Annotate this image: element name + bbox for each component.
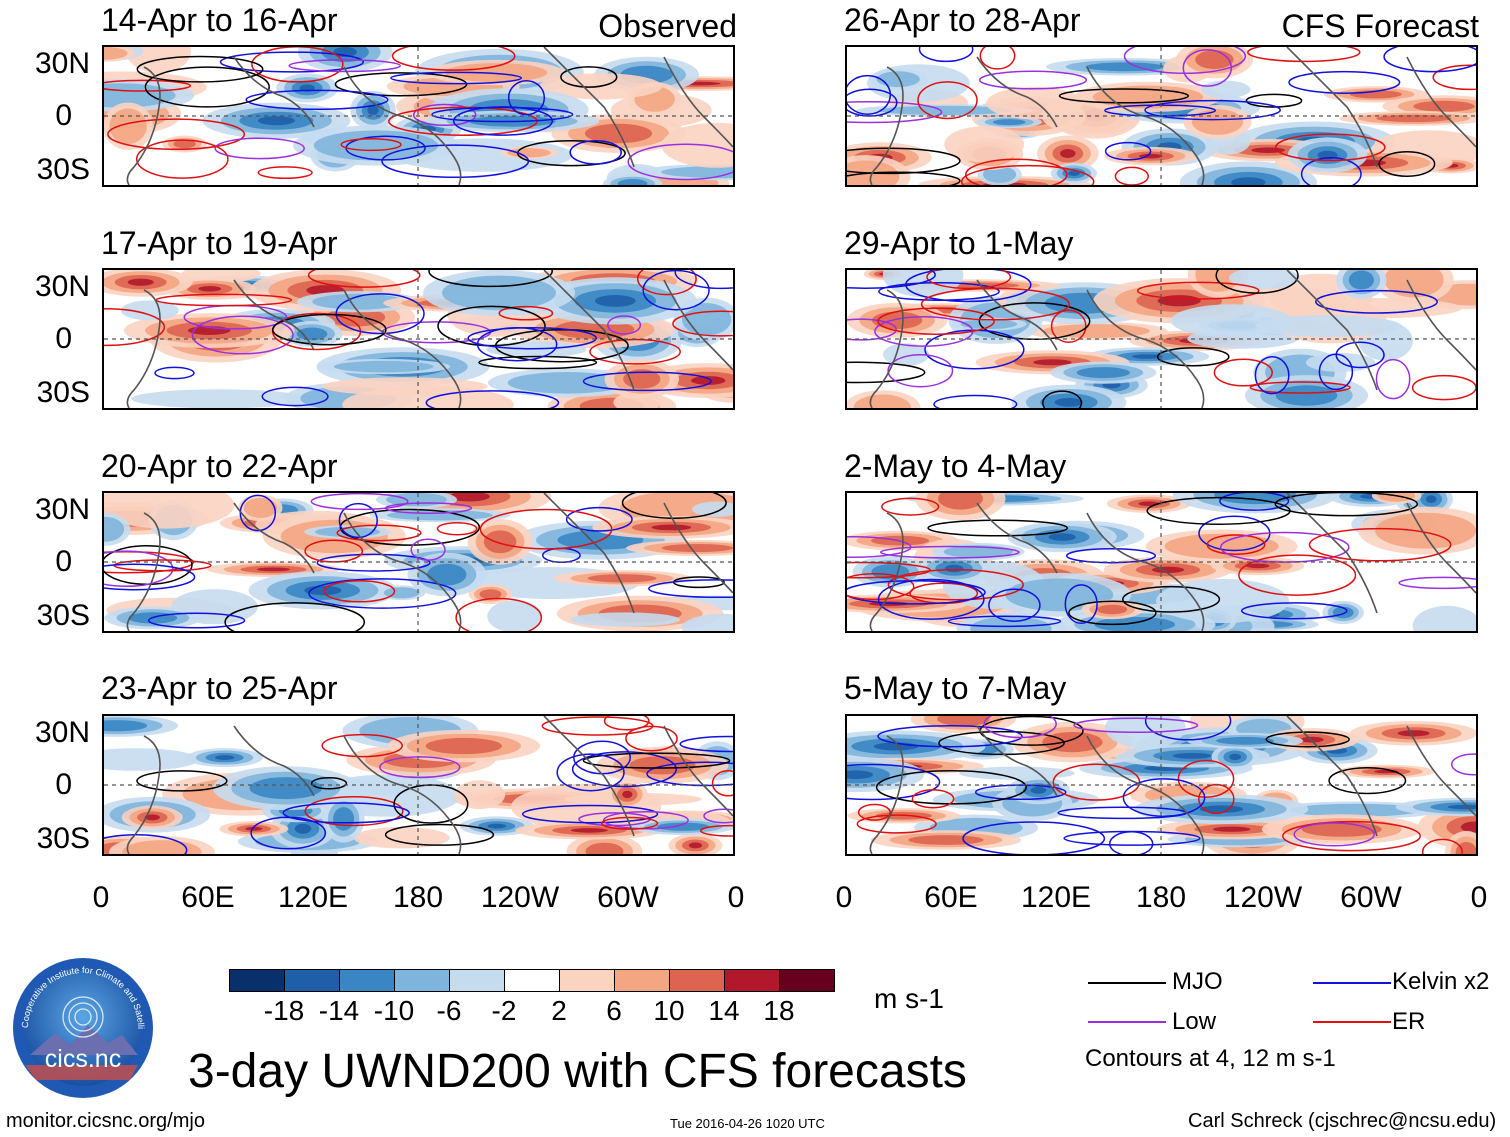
colorbar-tick-label: 6 [606,995,622,1026]
panel-title-1: 14-Apr to 16-Apr [101,2,338,38]
map-panel-5 [102,491,735,633]
colorbar-swatch [284,969,340,992]
lon-tick-60w: 60W [1340,881,1402,914]
panel-title-7: 23-Apr to 25-Apr [101,670,338,706]
lat-tick-30n: 30N [34,716,90,749]
lon-tick-60w: 60W [597,881,659,914]
lon-tick-60e: 60E [924,881,978,914]
logo-text: cics.nc [45,1045,121,1073]
legend-label-low: Low [1172,1008,1217,1035]
footer-timestamp: Tue 2016-04-26 1020 UTC [670,1116,825,1131]
map-field-2 [847,47,1476,185]
lat-tick-0: 0 [55,322,72,355]
map-field-4 [847,270,1476,408]
map-panel-7 [102,714,735,856]
legend-label-er: ER [1392,1008,1426,1035]
legend-line-low [1088,1021,1166,1023]
map-field-6 [847,493,1476,631]
panel-title-5: 20-Apr to 22-Apr [101,448,338,484]
colorbar-tick-label: -2 [491,995,517,1026]
panel-title-8: 5-May to 7-May [844,670,1067,706]
map-panel-6 [845,491,1478,633]
colorbar-swatch [614,969,670,992]
map-panel-8 [845,714,1478,856]
lon-tick-120e: 120E [1020,881,1092,914]
lat-tick-0: 0 [55,99,72,132]
lat-tick-30s: 30S [36,822,90,855]
colorbar-tick-label: -10 [373,995,415,1026]
lat-tick-30s: 30S [36,153,90,186]
panel-title-3: 17-Apr to 19-Apr [101,225,338,261]
map-panel-1 [102,45,735,187]
lon-tick-120w: 120W [480,881,560,914]
map-field-1 [104,47,733,185]
colorbar-tick-label: 18 [763,995,795,1026]
panel-title-4: 29-Apr to 1-May [844,225,1074,261]
legend-label-mjo: MJO [1172,968,1223,995]
lon-tick-0: 0 [835,881,853,914]
footer-url: monitor.cicsnc.org/mjo [6,1110,205,1132]
lat-tick-30n: 30N [34,47,90,80]
colorbar-tick-label: -18 [263,995,305,1026]
lon-tick-60e: 60E [181,881,235,914]
colorbar-swatch [504,969,560,992]
legend-line-mjo [1088,982,1166,984]
map-panel-3 [102,268,735,410]
lat-tick-30s: 30S [36,599,90,632]
lon-tick-180: 180 [392,881,444,914]
lat-tick-30s: 30S [36,376,90,409]
map-panel-4 [845,268,1478,410]
contour-note: Contours at 4, 12 m s-1 [1085,1045,1336,1072]
colorbar-tick-label: -6 [436,995,462,1026]
lon-tick-120e: 120E [277,881,349,914]
map-field-3 [104,270,733,408]
colorbar-tick-label: 10 [653,995,685,1026]
lon-tick-120w: 120W [1223,881,1303,914]
lon-tick-180: 180 [1135,881,1187,914]
legend-line-er [1313,1021,1391,1023]
colorbar-swatch [229,969,285,992]
lat-tick-30n: 30N [34,493,90,526]
footer-author: Carl Schreck (cjschrec@ncsu.edu) [1188,1110,1497,1132]
colorbar-swatch [669,969,725,992]
map-field-5 [104,493,733,631]
panel-title-2: 26-Apr to 28-Apr [844,2,1081,38]
colorbar-unit: m s-1 [874,983,944,1014]
colorbar-swatch [339,969,395,992]
panel-label-observed: Observed [598,8,737,44]
lat-tick-0: 0 [55,545,72,578]
map-panel-2 [845,45,1478,187]
legend-line-kelvin [1313,982,1391,984]
panel-label-cfs-forecast: CFS Forecast [1281,8,1479,44]
colorbar-tick-label: 14 [708,995,740,1026]
lat-tick-0: 0 [55,768,72,801]
legend-label-kelvin: Kelvin x2 [1392,968,1490,995]
colorbar-swatch [724,969,780,992]
colorbar-swatch [779,969,835,992]
colorbar-swatch [394,969,450,992]
map-field-8 [847,716,1476,854]
cics-logo: Cooperative Institute for Climate and Sa… [10,955,153,1098]
colorbar-swatch [449,969,505,992]
lon-tick-0-end: 0 [1470,881,1488,914]
lon-tick-0: 0 [92,881,110,914]
colorbar-tick-label: 2 [551,995,567,1026]
lon-tick-0-end: 0 [727,881,745,914]
map-field-7 [104,716,733,854]
colorbar-swatch [559,969,615,992]
lat-tick-30n: 30N [34,270,90,303]
figure-title: 3-day UWND200 with CFS forecasts [188,1045,967,1098]
panel-title-6: 2-May to 4-May [844,448,1067,484]
colorbar-tick-label: -14 [318,995,360,1026]
